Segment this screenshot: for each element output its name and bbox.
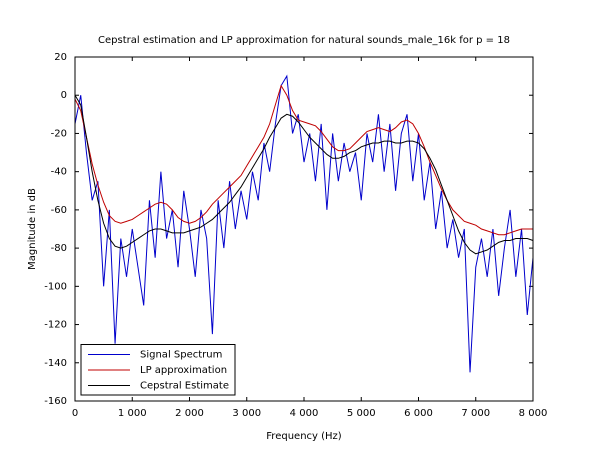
x-tick-label: 6 000: [404, 408, 433, 419]
legend-label: LP approximation: [140, 365, 227, 376]
series-line: [74, 74, 534, 373]
y-tick-label: 20: [54, 52, 67, 63]
legend-label: Signal Spectrum: [140, 350, 222, 361]
x-tick-label: 2 000: [175, 408, 204, 419]
chart-title: Cepstral estimation and LP approximation…: [98, 35, 510, 46]
y-tick-label: -120: [44, 320, 67, 331]
y-tick-label: -80: [51, 243, 67, 254]
x-tick-label: 3 000: [232, 408, 261, 419]
y-tick-label: -60: [51, 205, 67, 216]
y-tick-label: -160: [44, 396, 67, 407]
x-tick-label: 7 000: [461, 408, 490, 419]
y-tick-label: -100: [44, 281, 67, 292]
y-tick-label: -40: [51, 167, 67, 178]
series-line: [74, 94, 534, 255]
x-tick-label: 8 000: [519, 408, 548, 419]
series-line: [74, 84, 533, 236]
y-tick-label: -20: [51, 128, 67, 139]
y-tick-label: 0: [61, 90, 67, 101]
y-axis-label: Magnitude in dB: [27, 188, 38, 270]
x-tick-label: 5 000: [347, 408, 376, 419]
y-tick-label: -140: [44, 358, 67, 369]
legend-label: Cepstral Estimate: [140, 381, 229, 392]
plot-frame: [74, 56, 534, 402]
x-tick-label: 4 000: [290, 408, 319, 419]
x-tick-label: 0: [72, 408, 78, 419]
x-tick-label: 1 000: [118, 408, 147, 419]
x-axis-label: Frequency (Hz): [266, 431, 342, 442]
